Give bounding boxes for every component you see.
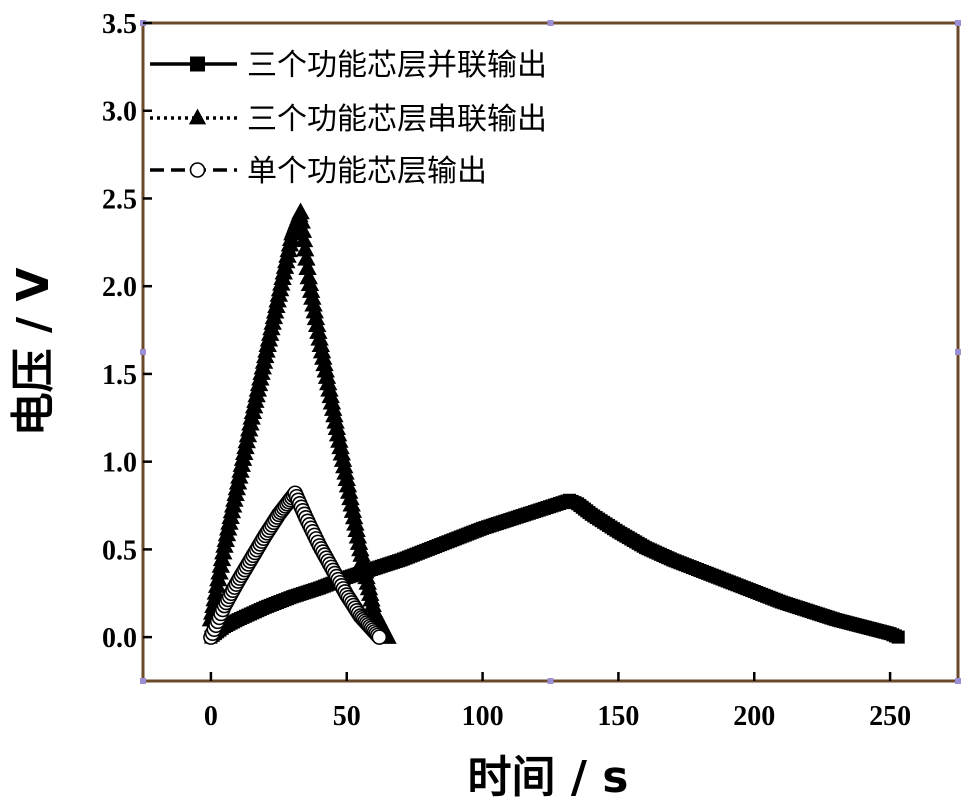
series-3 [203, 485, 388, 645]
frame-handle [955, 349, 961, 355]
y-tick-label: 0.0 [102, 623, 137, 654]
data-point [293, 221, 313, 238]
x-tick-label: 250 [869, 701, 911, 732]
frame-handle [955, 678, 961, 684]
data-point [306, 308, 326, 326]
data-point [301, 281, 321, 298]
y-tick-label: 3.5 [102, 9, 137, 40]
legend-label: 三个功能芯层并联输出 [247, 48, 547, 83]
legend-marker [190, 56, 205, 72]
y-tick-label: 3.0 [102, 97, 137, 128]
data-point [299, 267, 318, 285]
data-point [291, 202, 310, 220]
axis-ticks: 0.0 0.5 1.0 1.5 2.0 2.5 3.0 3.5 0 50 100 150 200 250 [102, 9, 911, 732]
series-1 [204, 493, 905, 644]
y-tick-label: 1.0 [102, 448, 137, 479]
data-point [305, 301, 324, 319]
y-tick-label: 0.5 [102, 535, 137, 566]
data-point [292, 211, 311, 229]
x-tick-label: 150 [597, 701, 639, 732]
y-tick-label: 2.5 [102, 184, 137, 215]
frame-handle [140, 678, 146, 684]
data-point [298, 258, 317, 275]
y-tick-label: 2.0 [102, 272, 137, 303]
legend-marker [188, 108, 207, 125]
data-point [296, 239, 315, 257]
frame-handle [140, 349, 146, 355]
frame-handle [547, 678, 554, 684]
legend-label: 三个功能芯层串联输出 [247, 102, 547, 137]
data-point [371, 629, 388, 645]
plot-marks [201, 202, 905, 645]
x-axis-title: 时间 / s [468, 752, 629, 803]
y-tick-label: 1.5 [102, 360, 137, 391]
legend-entry-2: 三个功能芯层串联输出 [150, 102, 547, 137]
data-point [307, 315, 327, 332]
data-point [309, 322, 328, 339]
series-2 [201, 202, 397, 644]
data-point [303, 287, 322, 305]
legend-entry-3: 单个功能芯层输出 [150, 154, 487, 189]
data-point [891, 630, 905, 644]
frame-handle [955, 20, 961, 26]
x-tick-label: 50 [333, 701, 361, 732]
legend-label: 单个功能芯层输出 [247, 154, 487, 189]
x-tick-label: 100 [462, 701, 504, 732]
y-axis-title: 电压 / V [8, 268, 59, 437]
data-point [300, 274, 320, 292]
legend-marker [189, 162, 206, 178]
x-tick-label: 200 [733, 701, 775, 732]
x-tick-label: 0 [204, 701, 218, 732]
data-point [297, 248, 316, 266]
frame-handle [547, 20, 554, 26]
legend-entry-1: 三个功能芯层并联输出 [150, 48, 547, 83]
data-point [294, 230, 314, 248]
data-point [304, 294, 323, 312]
